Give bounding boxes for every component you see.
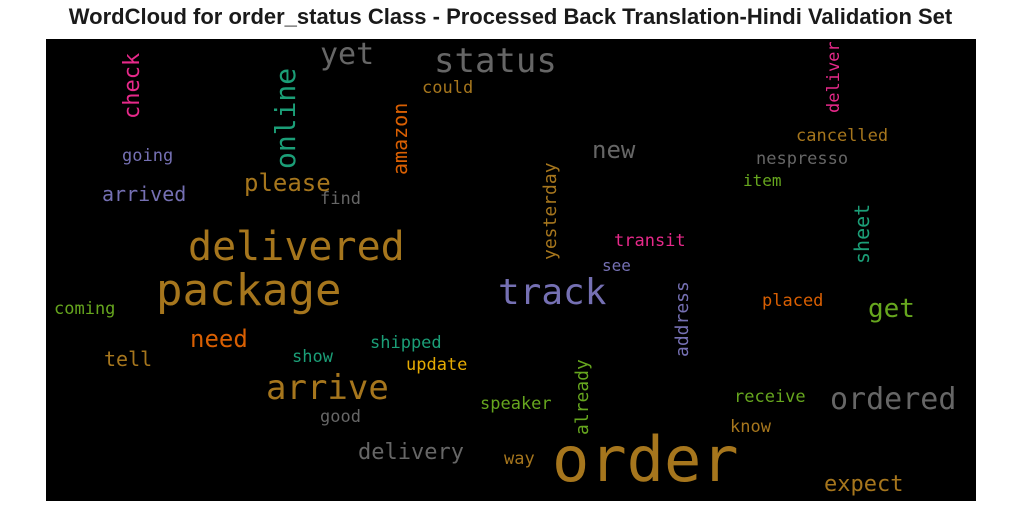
word-package: package <box>156 265 342 316</box>
word-sheet: sheet <box>850 203 874 264</box>
word-receive: receive <box>734 387 806 407</box>
word-speaker: speaker <box>480 394 552 414</box>
word-track: track <box>498 272 607 313</box>
word-already: already <box>572 359 593 435</box>
word-could: could <box>422 78 474 98</box>
word-good: good <box>320 407 361 427</box>
word-ordered: ordered <box>830 382 957 417</box>
word-amazon: amazon <box>388 102 412 175</box>
word-order: order <box>552 423 739 496</box>
word-shipped: shipped <box>370 333 442 353</box>
word-delivered: delivered <box>188 224 405 270</box>
word-please: please <box>244 169 331 197</box>
word-new: new <box>592 136 636 164</box>
word-placed: placed <box>762 291 824 311</box>
word-get: get <box>868 294 915 324</box>
word-delivery: delivery <box>358 440 464 465</box>
word-show: show <box>292 347 333 367</box>
chart-title: WordCloud for order_status Class - Proce… <box>68 4 953 29</box>
word-need: need <box>190 325 248 353</box>
word-expect: expect <box>824 472 904 497</box>
word-status: status <box>434 41 557 81</box>
word-deliver: deliver <box>824 41 844 113</box>
word-see: see <box>602 256 631 275</box>
word-coming: coming <box>54 299 116 319</box>
word-online: online <box>269 67 302 169</box>
word-know: know <box>730 417 771 437</box>
word-tell: tell <box>104 347 153 371</box>
word-find: find <box>320 189 361 209</box>
word-going: going <box>122 146 174 166</box>
wordcloud-canvas: order package delivered track status arrive or… <box>46 39 976 501</box>
word-transit: transit <box>614 231 686 251</box>
word-update: update <box>406 355 468 375</box>
word-way: way <box>504 449 535 469</box>
word-nespresso: nespresso <box>756 149 849 169</box>
word-cancelled: cancelled <box>796 126 889 146</box>
word-yet: yet <box>320 39 375 72</box>
word-item: item <box>743 171 782 190</box>
word-yesterday: yesterday <box>540 162 561 260</box>
word-check: check <box>120 52 145 119</box>
word-arrived: arrived <box>102 182 187 206</box>
word-arrive: arrive <box>266 368 389 408</box>
word-address: address <box>672 281 693 357</box>
